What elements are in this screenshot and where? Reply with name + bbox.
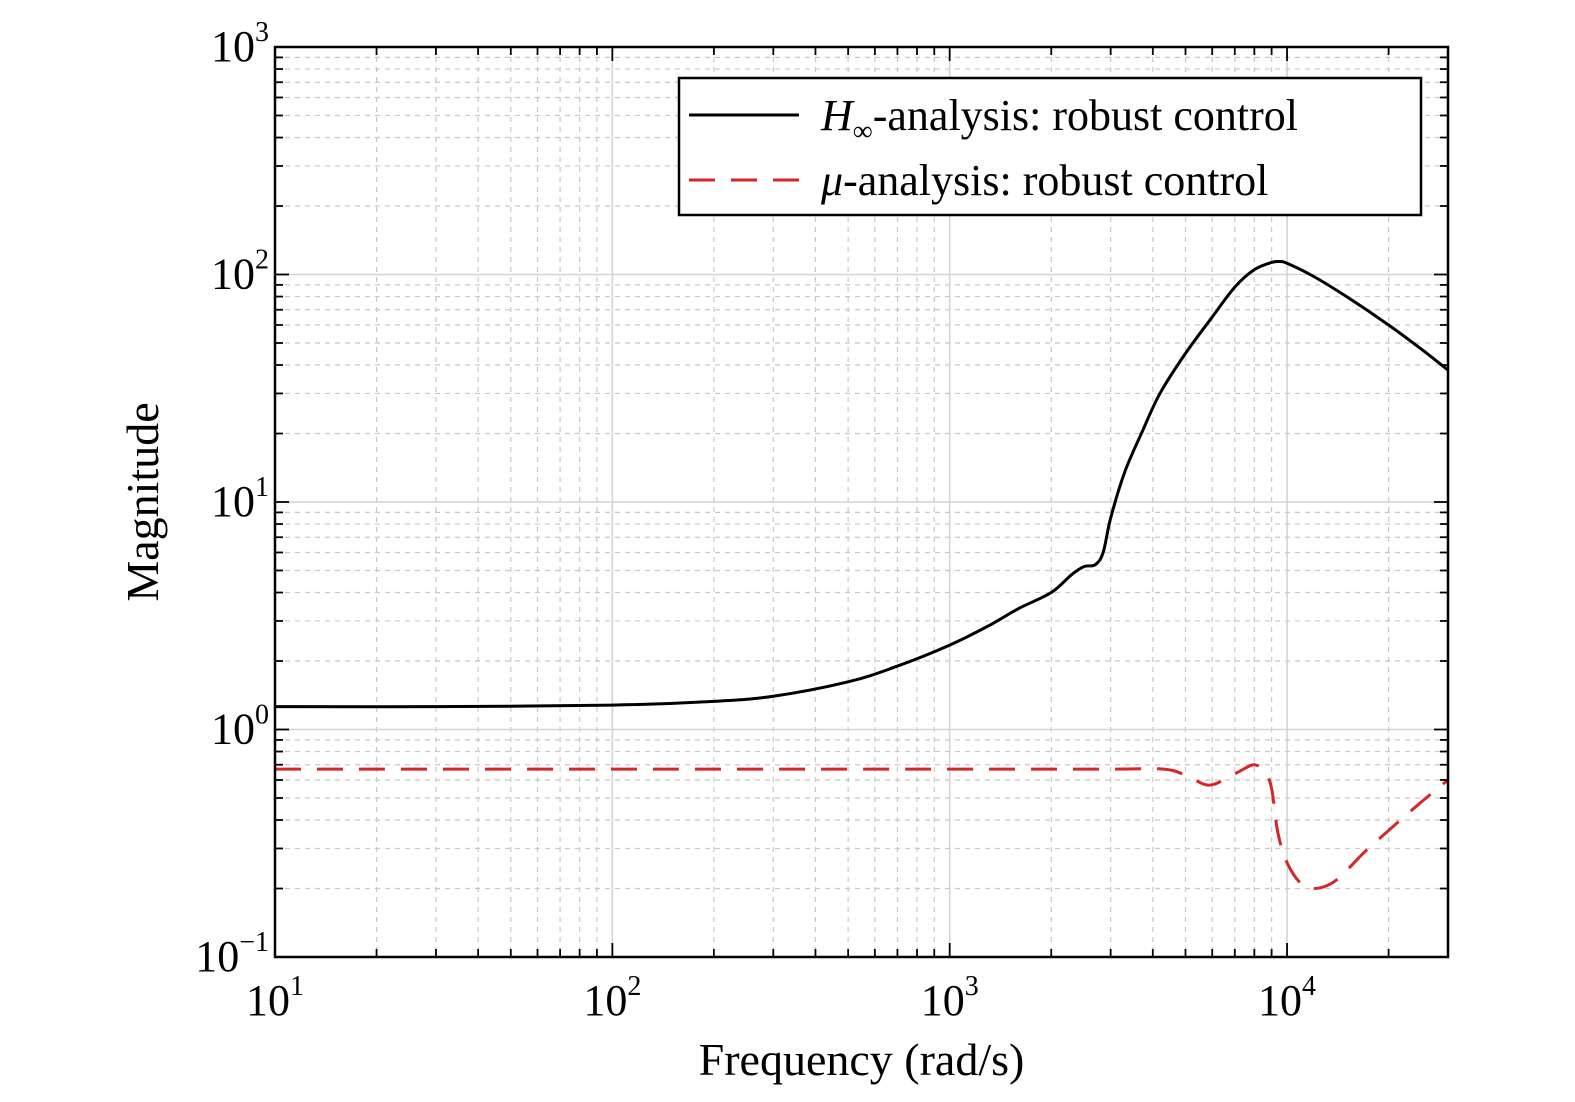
series-line-h-infinity	[274, 259, 1449, 709]
x-axis-label: Frequency (rad/s)	[699, 1034, 1025, 1085]
legend-entry-mu: μ-analysis: robust control	[820, 156, 1268, 205]
series-line-mu	[275, 763, 1449, 891]
legend: H∞-analysis: robust control μ-analysis: r…	[677, 76, 1423, 217]
x-tick-label: 101	[246, 971, 304, 1025]
y-tick-label: 10−1	[195, 927, 269, 981]
ticks	[274, 46, 1449, 958]
legend-entry-h-infinity: H∞-analysis: robust control	[820, 91, 1298, 147]
y-tick-label: 102	[211, 245, 269, 299]
x-tick-label: 104	[1258, 971, 1316, 1025]
y-tick-label: 103	[211, 17, 269, 71]
x-tick-label: 103	[921, 971, 979, 1025]
series-layer	[274, 259, 1449, 891]
y-tick-label: 101	[211, 472, 269, 526]
tick-labels: 101 102 103 104 10−1 100 101 102 103	[195, 17, 1316, 1025]
y-tick-label: 100	[211, 700, 269, 754]
legend-box	[677, 76, 1423, 217]
y-axis-label: Magnitude	[117, 402, 168, 601]
x-tick-label: 102	[583, 971, 641, 1025]
